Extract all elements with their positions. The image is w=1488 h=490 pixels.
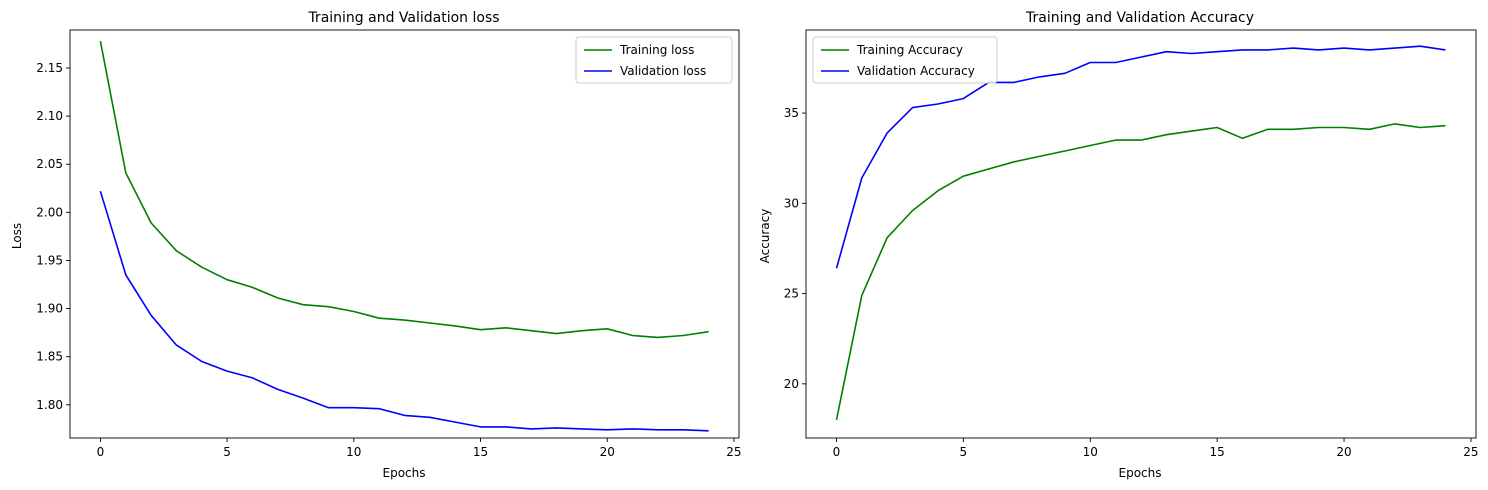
- loss-legend-label-1: Validation loss: [620, 64, 706, 78]
- loss-y-tick-label: 1.95: [36, 253, 63, 267]
- loss-chart-x-axis-label: Epochs: [383, 466, 426, 480]
- loss-y-tick-label: 2.05: [36, 157, 63, 171]
- loss-y-tick-label: 1.85: [36, 350, 63, 364]
- loss-axes-frame: [69, 29, 740, 439]
- loss-x-tick-label: 10: [346, 445, 361, 459]
- loss-x-tick-label: 20: [600, 445, 615, 459]
- loss-x-tick-label: 5: [223, 445, 231, 459]
- accuracy-y-tick-label: 20: [784, 377, 799, 391]
- loss-legend: Training loss Validation loss: [575, 36, 733, 84]
- accuracy-chart-y-axis-label: Accuracy: [758, 209, 772, 264]
- loss-y-tick-label: 2.00: [36, 205, 63, 219]
- accuracy-chart-x-axis-label: Epochs: [1119, 466, 1162, 480]
- accuracy-axes-frame: [805, 29, 1477, 439]
- loss-chart-y-axis-label: Loss: [10, 223, 24, 249]
- loss-x-tick-label: 0: [97, 445, 105, 459]
- accuracy-x-tick-label: 0: [833, 445, 841, 459]
- accuracy-y-tick-label: 30: [784, 196, 799, 210]
- accuracy-chart: Training and Validation Accuracy 0 5 10 15 2…: [758, 10, 1479, 480]
- loss-chart: Training and Validation loss 0 5 10 15 20 25 1…: [10, 10, 742, 480]
- accuracy-series-line-1: [835, 45, 1446, 269]
- accuracy-chart-title: Training and Validation Accuracy: [1025, 10, 1254, 26]
- accuracy-legend-label-0: Training Accuracy: [856, 43, 963, 57]
- loss-series-line-1: [99, 190, 709, 432]
- loss-y-tick-label: 2.15: [36, 61, 63, 75]
- accuracy-legend-box: [812, 36, 998, 84]
- loss-y-tick-label: 1.80: [36, 398, 63, 412]
- accuracy-series-line-0: [835, 123, 1446, 421]
- accuracy-chart-plot-area: 0 5 10 15 20 25 20 25 30 35 Training Accuracy Valid…: [784, 29, 1479, 459]
- loss-x-tick-label: 15: [473, 445, 488, 459]
- loss-y-tick-label: 1.90: [36, 302, 63, 316]
- accuracy-x-tick-label: 5: [960, 445, 968, 459]
- accuracy-legend-label-1: Validation Accuracy: [857, 64, 975, 78]
- accuracy-x-tick-label: 15: [1209, 445, 1224, 459]
- accuracy-x-tick-label: 25: [1463, 445, 1478, 459]
- accuracy-x-tick-label: 10: [1083, 445, 1098, 459]
- loss-legend-box: [575, 36, 733, 84]
- loss-y-tick-label: 2.10: [36, 109, 63, 123]
- loss-chart-plot-area: 0 5 10 15 20 25 1.80 1.85 1.90 1.95 2.00 2.05 2.10 2.…: [36, 29, 742, 459]
- loss-legend-label-0: Training loss: [619, 43, 694, 57]
- accuracy-legend: Training Accuracy Validation Accuracy: [812, 36, 998, 84]
- loss-x-tick-label: 25: [726, 445, 741, 459]
- accuracy-x-tick-label: 20: [1336, 445, 1351, 459]
- accuracy-y-tick-label: 35: [784, 106, 799, 120]
- accuracy-y-tick-label: 25: [784, 287, 799, 301]
- loss-series-line-0: [99, 40, 709, 339]
- loss-chart-title: Training and Validation loss: [307, 10, 499, 26]
